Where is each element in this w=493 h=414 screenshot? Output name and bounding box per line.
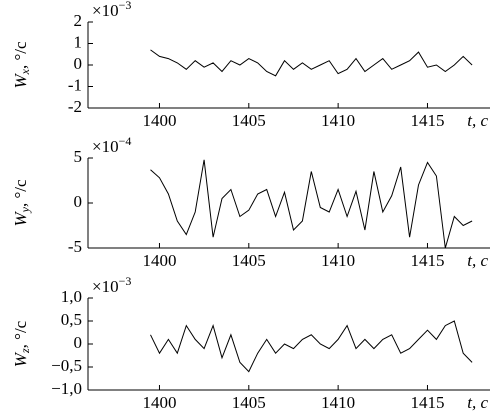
multiplier-exp: −4 — [119, 134, 132, 148]
multiplier: ×10−3 — [92, 274, 131, 296]
x-axis-label: t, c — [467, 393, 488, 412]
panel: -5 0 5 1400 1405 1410 1415 t, c ×10−4 Wy, °/c — [11, 134, 490, 270]
multiplier: ×10−4 — [92, 134, 131, 156]
y-label-base: W — [11, 351, 30, 367]
y-tick-label: 0,5 — [61, 310, 82, 329]
x-axis-label: t, c — [467, 111, 488, 130]
y-label-sub: z — [18, 348, 32, 354]
data-line — [150, 159, 473, 249]
y-label-unit: , °/c — [11, 179, 30, 207]
y-label-base: W — [11, 73, 30, 89]
y-tick-label: 2 — [74, 11, 83, 30]
multiplier-base: ×10 — [92, 1, 119, 20]
y-label-unit: , °/c — [11, 320, 30, 348]
y-tick-label: −1,0 — [51, 379, 82, 398]
data-line — [150, 320, 473, 373]
y-axis-label: Wx, °/c — [11, 41, 32, 89]
x-tick-label: 1415 — [410, 111, 444, 130]
y-label-sub: y — [18, 206, 32, 213]
data-line — [150, 49, 473, 77]
y-tick-label: 5 — [74, 147, 83, 166]
y-tick-label: 1 — [74, 32, 83, 51]
x-tick-label: 1410 — [321, 111, 355, 130]
y-label-sub: x — [18, 68, 32, 75]
x-tick-label: 1415 — [410, 251, 444, 270]
x-tick-label: 1410 — [321, 393, 355, 412]
x-tick-label: 1410 — [321, 251, 355, 270]
x-axis-label: t, c — [467, 251, 488, 270]
y-label-unit: , °/c — [11, 41, 30, 69]
multiplier-base: ×10 — [92, 137, 119, 156]
y-axis-label: Wy, °/c — [11, 179, 32, 227]
x-tick-label: 1405 — [232, 111, 266, 130]
multiplier-exp: −3 — [119, 274, 132, 288]
x-tick-label: 1415 — [410, 393, 444, 412]
y-tick-label: 1,0 — [61, 287, 82, 306]
y-label-base: W — [11, 211, 30, 227]
multiplier-base: ×10 — [92, 277, 119, 296]
y-tick-label: 0 — [74, 333, 83, 352]
x-tick-label: 1405 — [232, 251, 266, 270]
x-tick-label: 1400 — [142, 393, 176, 412]
multiplier-exp: −3 — [119, 0, 132, 12]
x-tick-label: 1400 — [142, 111, 176, 130]
y-axis-label: Wz, °/c — [11, 320, 32, 367]
x-tick-label: 1400 — [142, 251, 176, 270]
y-tick-label: -1 — [68, 75, 82, 94]
y-tick-label: -2 — [68, 97, 82, 116]
panel: -2 -1 0 1 2 1400 1405 1410 1415 t, c ×10−3 Wx, °/c — [11, 0, 490, 130]
y-tick-label: -5 — [68, 237, 82, 256]
y-tick-label: 0 — [74, 192, 83, 211]
multiplier: ×10−3 — [92, 0, 131, 20]
y-tick-label: −0,5 — [51, 356, 82, 375]
panel: −1,0 −0,5 0 0,5 1,0 1400 1405 1410 1415 t, c ×10−3… — [11, 274, 490, 412]
x-tick-label: 1405 — [232, 393, 266, 412]
y-tick-label: 0 — [74, 54, 83, 73]
